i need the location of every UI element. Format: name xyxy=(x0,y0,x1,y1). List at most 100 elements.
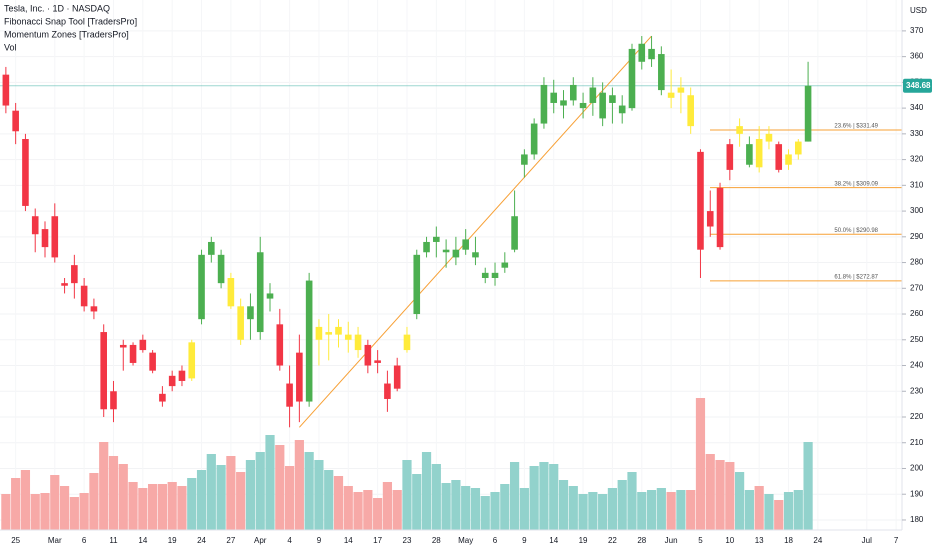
x-tick-label: Apr xyxy=(254,536,267,545)
volume-bar xyxy=(177,486,187,530)
x-tick-label: Mar xyxy=(48,536,62,545)
x-tick-label: Jul xyxy=(862,536,872,545)
candle-body xyxy=(530,123,538,155)
volume-bar xyxy=(167,482,177,530)
volume-bar xyxy=(470,488,481,530)
candle-body xyxy=(22,138,29,206)
candle-body xyxy=(159,393,166,402)
x-tick-label: 5 xyxy=(698,536,703,545)
volume-bar xyxy=(539,462,549,530)
volume-bar xyxy=(617,480,627,530)
volume-bar xyxy=(304,452,314,530)
x-tick-label: 6 xyxy=(493,536,498,545)
fib-level-label: 23.6% | $331.49 xyxy=(834,124,878,130)
candle-body xyxy=(677,87,685,93)
candle-body xyxy=(188,342,196,379)
x-tick-label: 25 xyxy=(11,536,20,545)
volume-bar xyxy=(754,486,764,530)
x-tick-label: 24 xyxy=(197,536,206,545)
volume-bar xyxy=(216,465,226,530)
x-tick-label: Jun xyxy=(665,536,678,545)
candle-body xyxy=(726,144,734,170)
candle-body xyxy=(599,92,606,119)
volume-bar xyxy=(705,454,715,530)
last-price-box xyxy=(903,78,932,93)
volume-bar xyxy=(764,494,774,530)
volume-bar xyxy=(157,484,167,530)
x-tick-label: 6 xyxy=(82,536,87,545)
candle-body xyxy=(217,254,225,284)
x-tick-label: 27 xyxy=(226,536,235,545)
volume-bar xyxy=(59,486,70,530)
volume-bar xyxy=(11,478,21,530)
x-tick-label: 11 xyxy=(109,536,118,545)
volume-bar xyxy=(392,490,402,530)
candle-body xyxy=(208,241,215,255)
candle-body xyxy=(775,144,783,170)
volume-bar xyxy=(343,486,353,530)
volume-bar xyxy=(774,500,784,530)
volume-bar xyxy=(333,476,344,530)
volume-bar xyxy=(79,493,89,530)
candle-body xyxy=(687,95,694,127)
y-tick-label: 190 xyxy=(910,489,924,498)
y-tick-label: 250 xyxy=(910,335,924,344)
candle-body xyxy=(501,262,509,268)
volume-bar xyxy=(412,474,422,530)
candle-body xyxy=(521,154,528,165)
candle-body xyxy=(393,365,401,389)
candle-body xyxy=(296,352,303,402)
volume-bar xyxy=(373,498,383,530)
volume-bar xyxy=(646,490,657,530)
candle-body xyxy=(716,187,724,248)
candle-body xyxy=(804,85,812,142)
candle-body xyxy=(178,370,186,381)
fib-level-label: 38.2% | $309.09 xyxy=(834,181,878,187)
candle-body xyxy=(472,252,479,258)
x-tick-label: 4 xyxy=(287,536,292,545)
x-tick-label: 9 xyxy=(522,536,527,545)
currency-label: USD xyxy=(910,6,927,15)
x-tick-label: 24 xyxy=(813,536,822,545)
y-tick-label: 180 xyxy=(910,515,924,524)
candle-body xyxy=(550,92,558,103)
candle-body xyxy=(462,239,469,250)
volume-bar xyxy=(725,462,735,530)
indicator-label: Vol xyxy=(4,42,17,52)
x-tick-label: 22 xyxy=(608,536,617,545)
candle-body xyxy=(667,92,675,98)
candle-body xyxy=(129,344,137,363)
candle-body xyxy=(706,211,714,227)
candle-body xyxy=(100,332,108,410)
candle-body xyxy=(305,280,313,402)
volume-bar xyxy=(118,464,128,530)
candle-body xyxy=(697,151,704,250)
y-tick-label: 260 xyxy=(910,309,924,318)
volume-bar xyxy=(89,473,99,530)
volume-bar xyxy=(676,490,686,530)
volume-bar xyxy=(421,452,432,530)
y-tick-label: 210 xyxy=(910,438,924,447)
candle-body xyxy=(139,339,147,351)
volume-bar xyxy=(637,492,647,530)
candle-body xyxy=(442,249,450,253)
volume-bar xyxy=(294,440,304,530)
volume-bar xyxy=(715,460,725,530)
candle-body xyxy=(755,138,763,168)
volume-bar xyxy=(735,472,745,530)
candle-body xyxy=(648,48,655,60)
indicator-label: Fibonacci Snap Tool [TradersPro] xyxy=(4,16,137,26)
volume-bar xyxy=(451,480,461,530)
candle-body xyxy=(569,84,577,101)
volume-bar xyxy=(480,496,490,530)
candle-body xyxy=(315,326,323,340)
candle-body xyxy=(638,43,646,62)
candle-body xyxy=(374,360,381,363)
y-tick-label: 340 xyxy=(910,103,924,112)
x-tick-label: 23 xyxy=(403,536,412,545)
candle-body xyxy=(12,110,19,132)
volume-bar xyxy=(30,494,40,530)
volume-bar xyxy=(519,488,529,530)
candle-body xyxy=(198,254,205,320)
